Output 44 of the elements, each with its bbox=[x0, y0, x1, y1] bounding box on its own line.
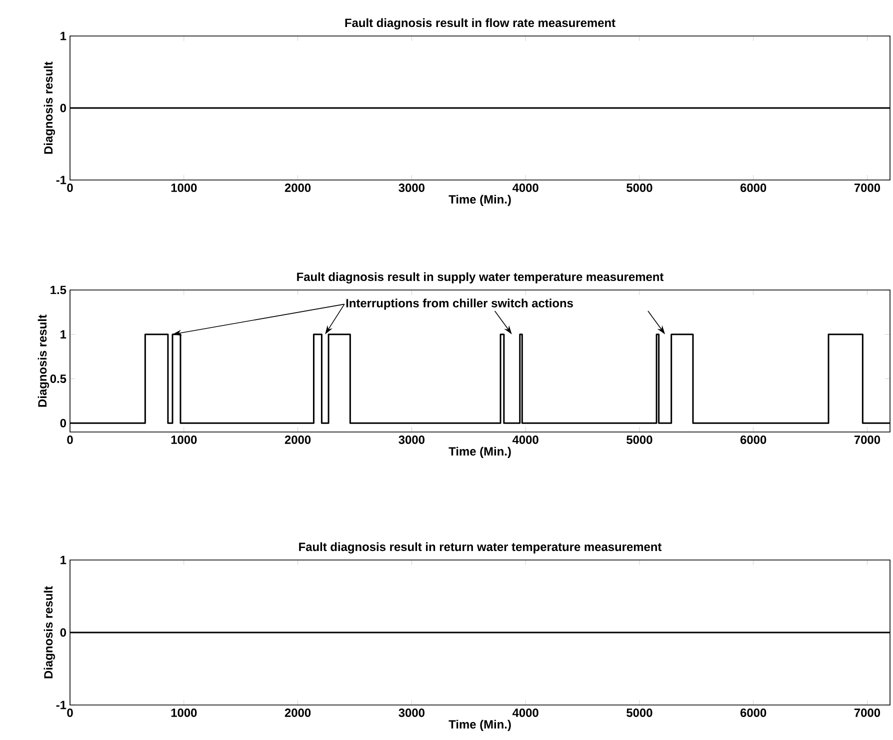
x-axis-title: Time (Min.) bbox=[448, 720, 511, 731]
y-axis-title: Diagnosis result bbox=[44, 586, 56, 678]
y-tick-label: 0 bbox=[60, 418, 66, 428]
x-tick-label: 6000 bbox=[740, 184, 766, 192]
y-tick-label: 0 bbox=[60, 628, 66, 637]
x-tick-label: 7000 bbox=[854, 436, 880, 444]
x-tick-label: 0 bbox=[67, 436, 73, 444]
chart-title: Fault diagnosis result in supply water temperature measurement bbox=[297, 272, 664, 284]
x-tick-label: 2000 bbox=[284, 436, 311, 444]
x-tick-label: 7000 bbox=[854, 184, 880, 192]
x-tick-label: 3000 bbox=[398, 708, 424, 717]
y-tick-label: 1 bbox=[60, 556, 66, 564]
x-tick-label: 1000 bbox=[171, 708, 197, 717]
x-tick-label: 5000 bbox=[626, 184, 652, 192]
annotation: Interruptions from chiller switch actions bbox=[346, 298, 573, 310]
y-tick-label: 1 bbox=[60, 32, 66, 40]
x-tick-label: 1000 bbox=[171, 184, 197, 192]
x-tick-label: 4000 bbox=[512, 184, 538, 192]
y-tick-label: 0 bbox=[60, 104, 66, 112]
y-tick-label: -1 bbox=[56, 176, 66, 184]
x-axis-title: Time (Min.) bbox=[448, 446, 511, 458]
x-tick-label: 5000 bbox=[626, 436, 652, 444]
y-tick-label: 1.5 bbox=[50, 286, 66, 294]
x-tick-label: 7000 bbox=[854, 708, 880, 717]
x-tick-label: 1000 bbox=[171, 436, 197, 444]
x-tick-label: 4000 bbox=[512, 708, 538, 717]
x-tick-label: 5000 bbox=[626, 708, 652, 717]
x-tick-label: 0 bbox=[67, 184, 73, 192]
y-tick-label: 1 bbox=[60, 330, 66, 338]
y-tick-label: -1 bbox=[56, 700, 66, 710]
x-tick-label: 0 bbox=[67, 708, 73, 717]
chart-title: Fault diagnosis result in return water temperature measurement bbox=[299, 542, 662, 554]
x-tick-label: 6000 bbox=[740, 708, 766, 717]
x-tick-label: 3000 bbox=[398, 184, 424, 192]
y-axis-title: Diagnosis result bbox=[44, 62, 56, 154]
x-tick-label: 2000 bbox=[284, 184, 311, 192]
x-tick-label: 6000 bbox=[740, 436, 766, 444]
x-tick-label: 4000 bbox=[512, 436, 538, 444]
x-tick-label: 3000 bbox=[398, 436, 424, 444]
x-tick-label: 2000 bbox=[284, 708, 311, 717]
y-tick-label: 0.5 bbox=[50, 374, 66, 383]
chart-title: Fault diagnosis result in flow rate measurement bbox=[345, 18, 616, 30]
x-axis-title: Time (Min.) bbox=[448, 194, 511, 206]
y-axis-title: Diagnosis result bbox=[38, 314, 50, 407]
